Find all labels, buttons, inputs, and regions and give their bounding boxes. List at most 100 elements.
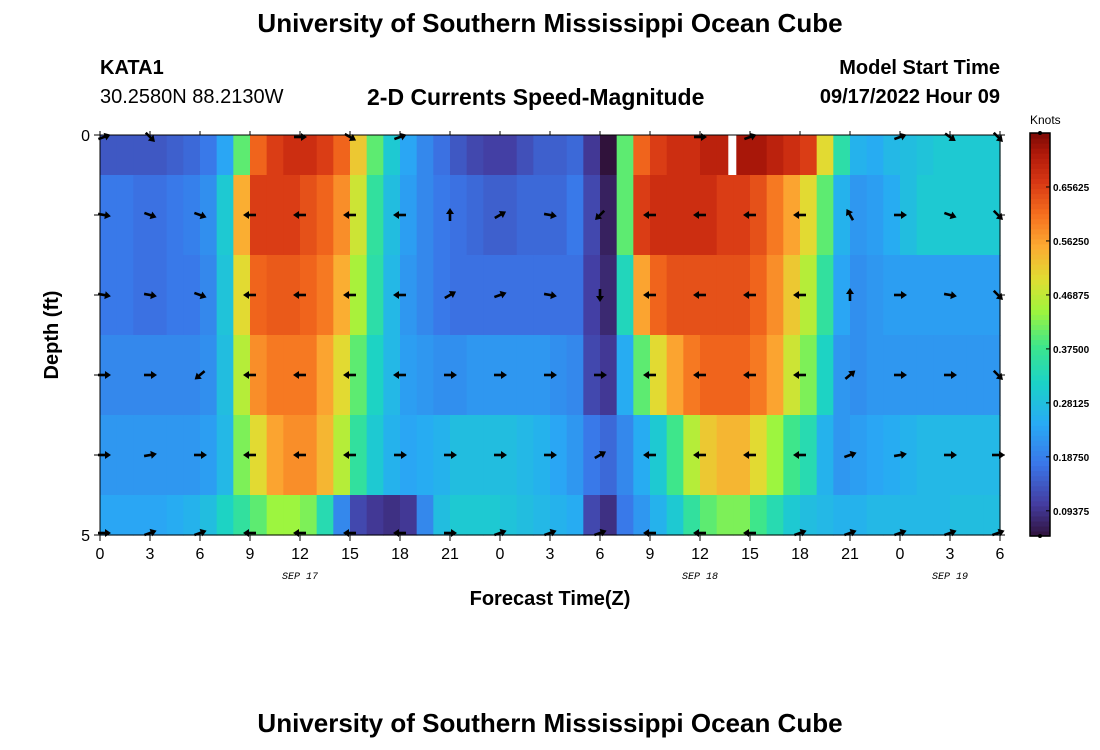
heatmap-cell (983, 135, 1001, 176)
station-id: KATA1 (100, 57, 164, 79)
colorbar-segment (1030, 299, 1050, 305)
heatmap-cell (283, 335, 301, 416)
colorbar-segment (1030, 213, 1050, 220)
heatmap-cell (833, 495, 851, 536)
page-title: University of Southern Mississippi Ocean… (257, 8, 843, 38)
heatmap-cell (650, 175, 668, 256)
heatmap-cell (383, 175, 401, 256)
current-vector-arrow (643, 211, 656, 219)
heatmap-cell (266, 335, 284, 416)
current-vector-arrow (446, 208, 454, 221)
heatmap-cell (950, 255, 968, 336)
heatmap-cell (100, 495, 118, 536)
heatmap-cell (650, 335, 668, 416)
heatmap-cell (766, 135, 784, 176)
heatmap-cell (233, 175, 251, 256)
colorbar-tick-label: 0.28125 (1053, 399, 1090, 410)
heatmap-cell (666, 175, 684, 256)
heatmap-cell (216, 135, 234, 176)
current-vector-arrow (643, 451, 656, 459)
heatmap-cell (600, 415, 618, 496)
colorbar-segment (1030, 274, 1050, 280)
current-vector-arrow (894, 291, 907, 299)
heatmap-cell (383, 135, 401, 176)
heatmap-cell (283, 175, 301, 256)
colorbar-segment (1030, 490, 1050, 497)
current-vector-arrow (793, 291, 806, 299)
current-vector-arrow (893, 450, 907, 459)
heatmap-cell (533, 415, 551, 496)
heatmap-cell (500, 495, 518, 536)
heatmap-cell (600, 255, 618, 336)
x-tick-label: 6 (196, 546, 205, 563)
heatmap-cell (833, 415, 851, 496)
heatmap-cell (700, 255, 718, 336)
colorbar-segment (1030, 475, 1050, 482)
colorbar-segment (1030, 465, 1050, 472)
heatmap-cell (233, 255, 251, 336)
heatmap-cell (516, 135, 534, 176)
heatmap-cell (266, 255, 284, 336)
colorbar-segment (1030, 450, 1050, 456)
heatmap-cell (133, 135, 151, 176)
heatmap-cell (200, 255, 218, 336)
heatmap-cell (483, 255, 501, 336)
heatmap-cell (700, 495, 718, 536)
heatmap-cell (500, 135, 518, 176)
model-start-value: 09/17/2022 Hour 09 (819, 86, 1000, 108)
heatmap-cell (750, 335, 768, 416)
heatmap-cell (466, 335, 484, 416)
heatmap-cell (533, 135, 551, 176)
current-vector-arrow (343, 291, 356, 299)
heatmap-cell (116, 255, 134, 336)
heatmap-cell (416, 175, 434, 256)
current-vector-arrow (894, 211, 907, 219)
colorbar-segment (1030, 500, 1050, 507)
heatmap-cell (750, 495, 768, 536)
heatmap-cell (266, 175, 284, 256)
heatmap-cell (516, 335, 534, 416)
heatmap-cell (683, 255, 701, 336)
heatmap-cell (450, 175, 468, 256)
heatmap-cell (450, 415, 468, 496)
colorbar-segment (1030, 284, 1050, 290)
heatmap-cell (333, 175, 351, 256)
heatmap-cell (666, 335, 684, 416)
heatmap-cell (883, 135, 901, 176)
heatmap-cell (983, 255, 1001, 336)
colorbar-tick-label: 0.56250 (1053, 237, 1090, 248)
colorbar-segment (1030, 364, 1050, 371)
heatmap-cell (166, 255, 184, 336)
x-tick-label: 12 (291, 546, 309, 563)
heatmap-cell (683, 135, 701, 176)
colorbar-segment (1030, 399, 1050, 406)
model-start-label: Model Start Time (839, 57, 1000, 79)
heatmap-cell (133, 495, 151, 536)
current-vector-arrow (293, 211, 306, 219)
heatmap-cell (150, 135, 168, 176)
colorbar-segment (1030, 208, 1050, 215)
heatmap-cell (566, 255, 584, 336)
heatmap-cell (733, 335, 751, 416)
current-vector-arrow (543, 291, 557, 300)
heatmap-cell (316, 255, 334, 336)
heatmap-cell (900, 495, 918, 536)
colorbar-segment (1030, 520, 1050, 527)
heatmap-cell (800, 175, 818, 256)
colorbar-segment (1030, 314, 1050, 320)
heatmap-cell (933, 335, 951, 416)
heatmap-cell (816, 495, 834, 536)
heatmap-cell (916, 415, 934, 496)
colorbar-segment (1030, 233, 1050, 240)
heatmap-cell (283, 255, 301, 336)
heatmap-cell (866, 255, 884, 336)
heatmap-cell (400, 175, 418, 256)
heatmap-cell (300, 255, 318, 336)
heatmap-cell (116, 495, 134, 536)
heatmap-cell (366, 135, 384, 176)
footer-title: University of Southern Mississippi Ocean… (257, 708, 843, 738)
current-vector-arrow (494, 371, 507, 379)
current-vector-arrow (393, 371, 406, 379)
date-label: SEP 18 (682, 572, 718, 583)
heatmap-cell (883, 495, 901, 536)
